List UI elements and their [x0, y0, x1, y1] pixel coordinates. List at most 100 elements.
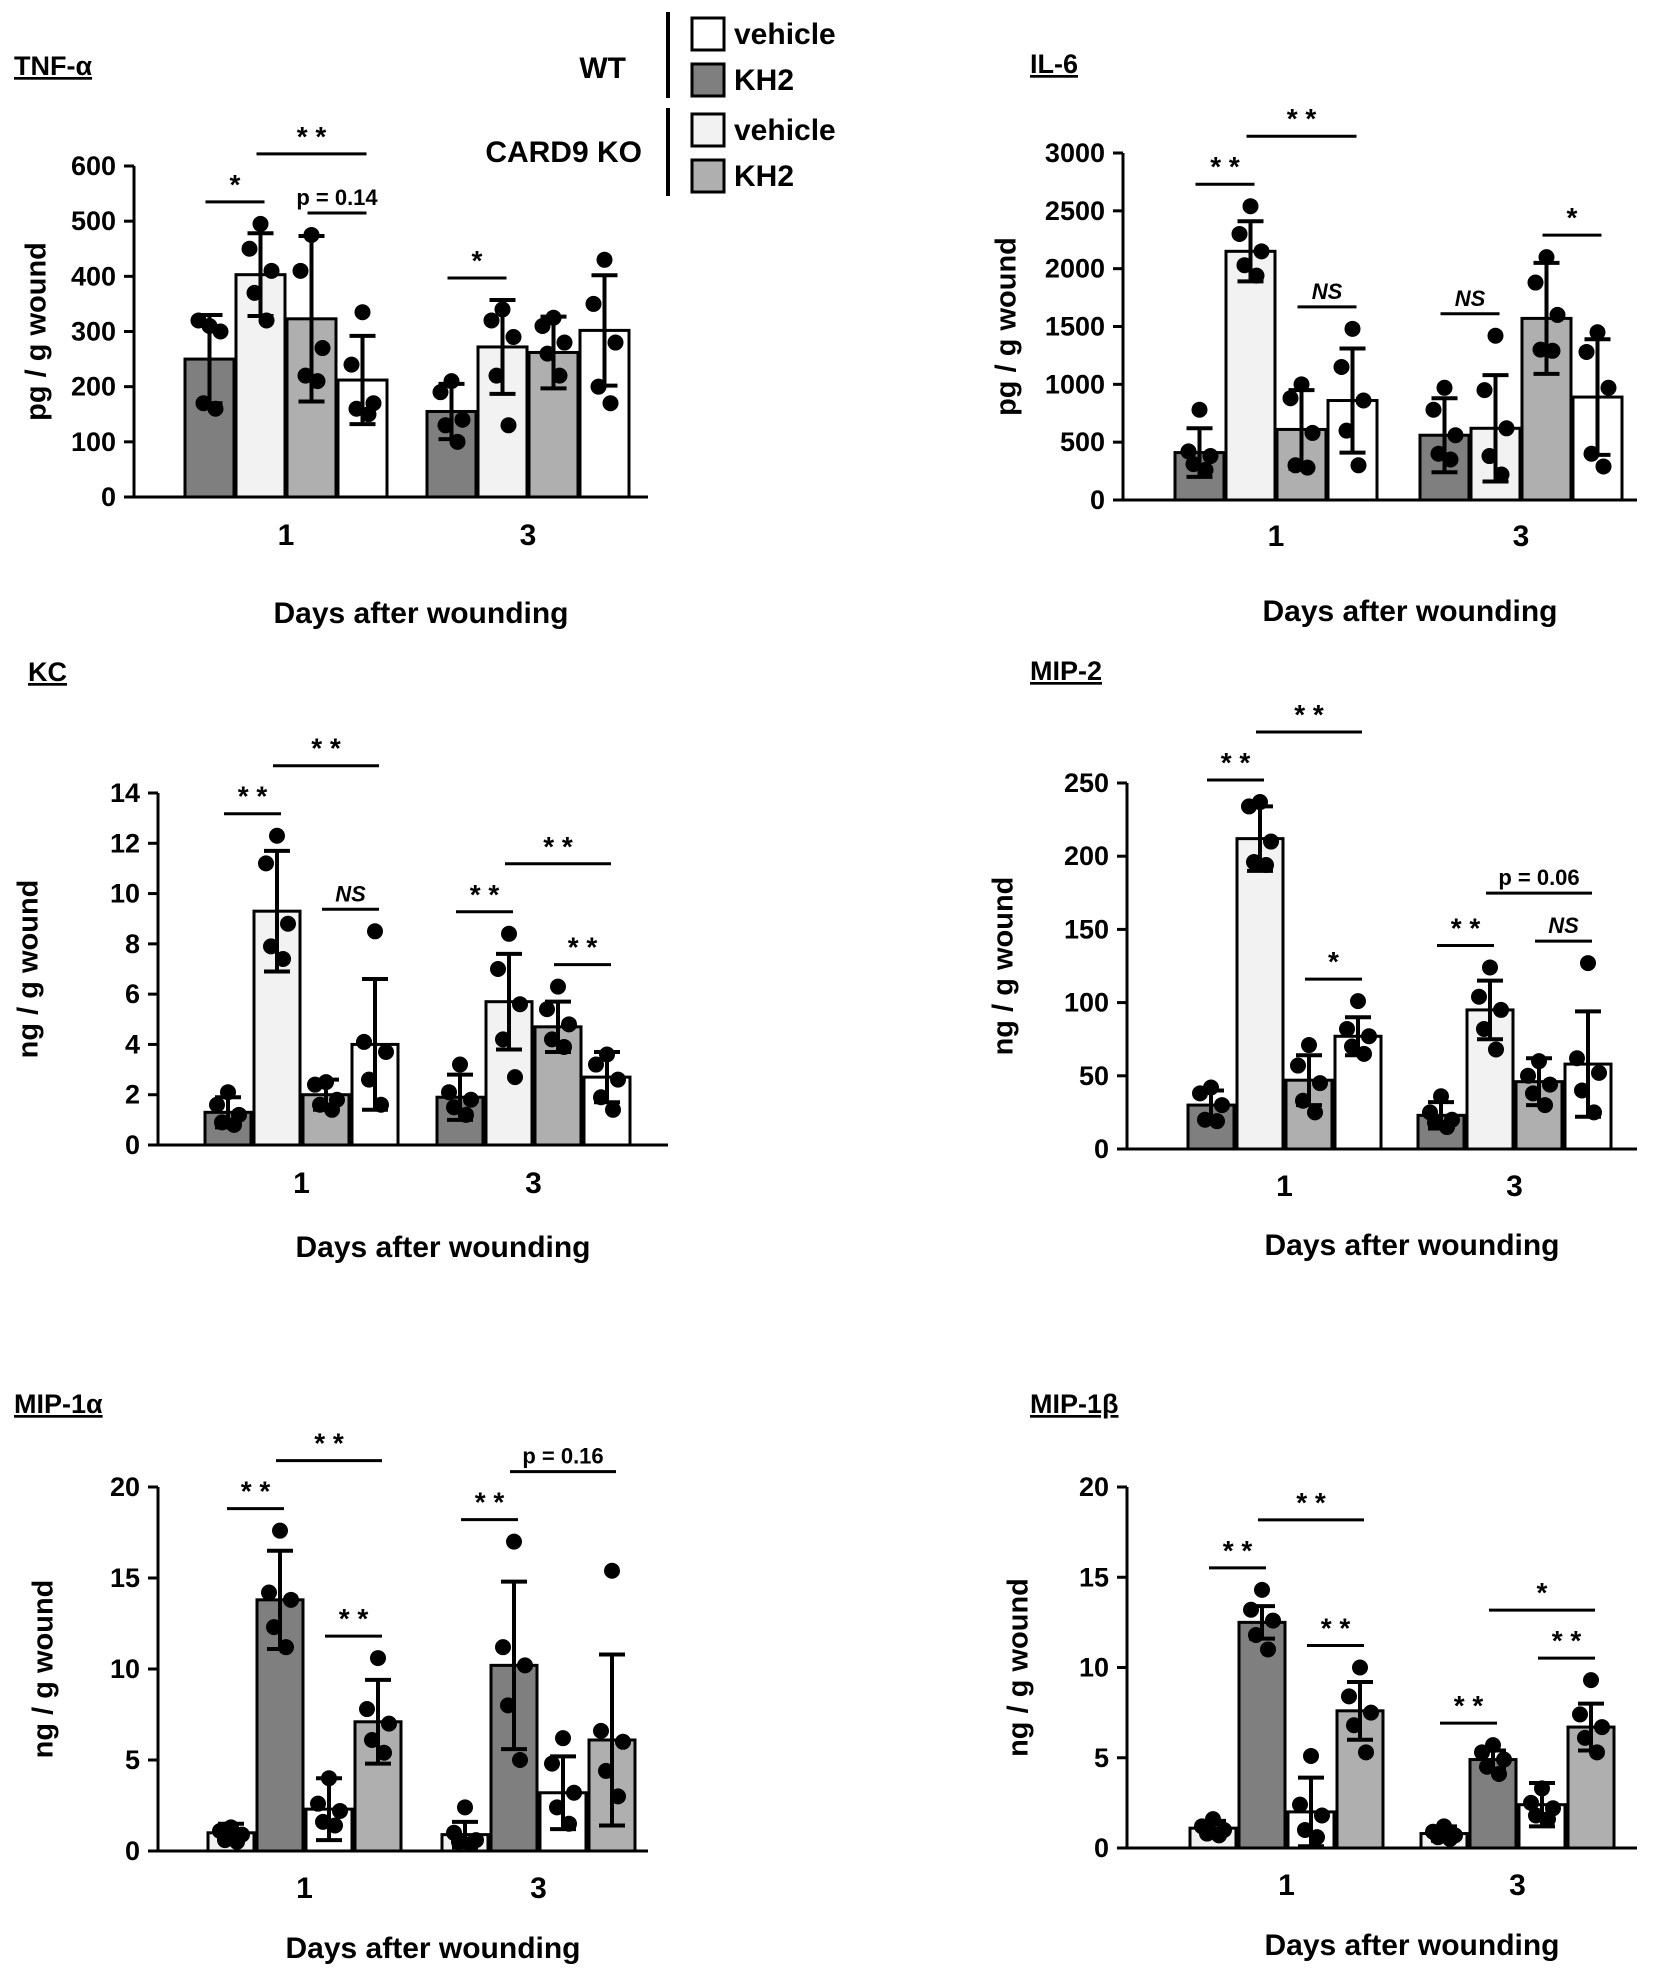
x-tick-label: 3: [1513, 520, 1530, 553]
data-point: [1290, 1057, 1306, 1074]
data-point: [1293, 376, 1310, 393]
significance-label: *: [1328, 946, 1339, 977]
legend-swatch: [690, 158, 726, 194]
y-axis-label: ng / g wound: [28, 1580, 60, 1759]
data-point: [272, 1522, 288, 1539]
data-point: [278, 1639, 294, 1656]
significance-label: * *: [1296, 1487, 1326, 1518]
y-tick-label: 2: [125, 1080, 140, 1110]
data-point: [1312, 1075, 1328, 1092]
data-point: [212, 323, 229, 340]
data-point: [556, 1038, 572, 1055]
y-tick-label: 200: [1064, 841, 1109, 871]
y-axis-label: ng / g wound: [1003, 1578, 1035, 1757]
data-point: [1191, 401, 1208, 418]
data-point: [1241, 798, 1257, 815]
data-point: [241, 240, 258, 257]
chart-panel-6: MIP-1β ng / g wound 0 5 10 15 20 1 3 Days after w…: [1003, 1389, 1637, 1962]
data-point: [512, 996, 528, 1013]
data-point: [545, 309, 562, 326]
data-point: [1231, 225, 1248, 242]
x-tick-label: 1: [278, 519, 295, 552]
chart-panel-3: KC ng / g wound 0 2 4 6 8 10 12 14 1 3 Days after wo…: [13, 657, 668, 1264]
significance-label: * *: [1321, 1613, 1351, 1644]
data-point: [1282, 390, 1299, 407]
y-tick-label: 1000: [1045, 369, 1105, 399]
data-point: [1253, 243, 1270, 260]
chart-title: IL-6: [1030, 49, 1078, 79]
x-tick-label: 1: [293, 1167, 310, 1200]
y-tick-label: 10: [1079, 1653, 1109, 1683]
x-axis-label: Days after wounding: [285, 1932, 580, 1965]
data-point: [1344, 320, 1361, 337]
data-point: [258, 855, 274, 872]
data-point: [309, 373, 326, 390]
data-point: [452, 1056, 468, 1073]
data-point: [209, 1096, 225, 1113]
data-point: [1574, 1082, 1590, 1099]
data-point: [1481, 448, 1498, 465]
data-point: [1338, 422, 1355, 439]
data-point: [1430, 445, 1447, 462]
data-point: [314, 340, 331, 357]
x-tick-label: 1: [1278, 1869, 1295, 1902]
data-point: [483, 312, 500, 329]
data-point: [1583, 1672, 1599, 1689]
legend-label: vehicle: [734, 18, 836, 51]
data-point: [604, 1562, 620, 1579]
significance-label: * *: [339, 1603, 369, 1634]
data-point: [1427, 1114, 1443, 1131]
significance-label: * *: [1221, 747, 1251, 778]
data-point: [1341, 1688, 1357, 1705]
y-axis-label: ng / g wound: [988, 877, 1020, 1056]
data-point: [343, 356, 360, 373]
x-tick-label: 3: [1509, 1869, 1526, 1902]
data-point: [1496, 1751, 1512, 1768]
y-tick-label: 0: [125, 1836, 140, 1866]
data-point: [1586, 1104, 1602, 1121]
x-tick-label: 3: [530, 1872, 547, 1905]
data-point: [463, 1091, 479, 1108]
x-axis-label: Days after wounding: [1264, 1229, 1559, 1262]
chart-title: MIP-2: [1030, 656, 1102, 686]
data-point: [1243, 1601, 1259, 1618]
chart-title: TNF-α: [14, 51, 92, 81]
x-tick-label: 3: [520, 519, 537, 552]
data-point: [495, 1031, 511, 1048]
data-point: [1287, 457, 1304, 474]
data-point: [1589, 324, 1606, 341]
data-point: [1248, 267, 1265, 284]
chart-title: MIP-1α: [14, 1389, 103, 1419]
data-point: [506, 1533, 522, 1550]
y-tick-label: 10: [110, 1654, 140, 1684]
data-point: [1197, 1111, 1213, 1128]
data-point: [312, 1096, 328, 1113]
data-point: [588, 1056, 604, 1073]
data-point: [517, 1657, 533, 1674]
data-point: [1471, 988, 1487, 1005]
y-tick-label: 2500: [1045, 196, 1105, 226]
data-point: [370, 1650, 386, 1667]
x-tick-label: 1: [1268, 520, 1285, 553]
significance-label: *: [472, 245, 483, 276]
data-point: [1537, 1097, 1553, 1114]
data-point: [207, 400, 224, 417]
data-point: [1301, 1037, 1317, 1054]
y-tick-label: 3000: [1045, 138, 1105, 168]
data-point: [297, 367, 314, 384]
significance-label: NS: [335, 881, 366, 906]
data-point: [1361, 1028, 1377, 1045]
data-point: [261, 1584, 277, 1601]
data-point: [324, 1101, 340, 1118]
data-point: [220, 1084, 236, 1101]
y-tick-label: 600: [71, 151, 116, 181]
data-point: [593, 1722, 609, 1739]
data-point: [1476, 1020, 1492, 1037]
data-point: [292, 262, 309, 279]
data-point: [534, 317, 551, 334]
data-point: [307, 1076, 323, 1093]
data-point: [226, 1116, 242, 1133]
y-tick-label: 500: [1060, 427, 1105, 457]
data-point: [488, 367, 505, 384]
